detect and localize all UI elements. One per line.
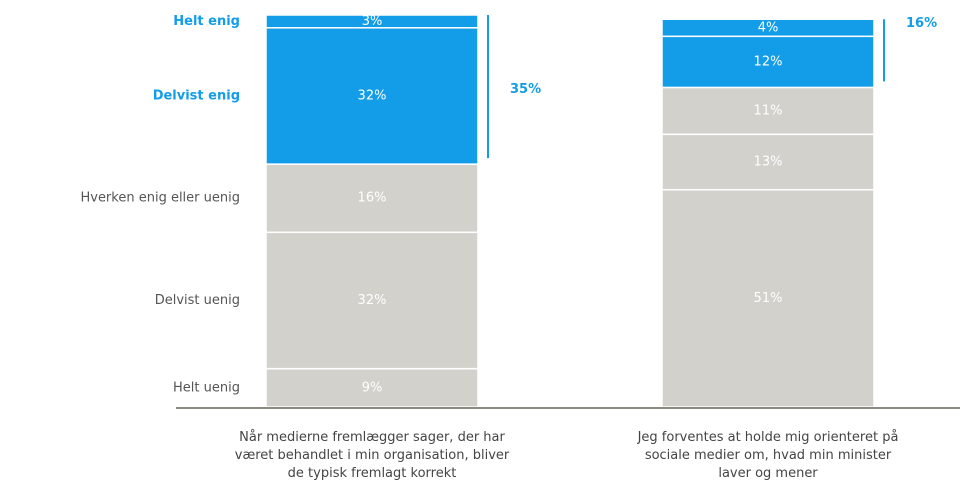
bar-segment — [661, 18, 875, 38]
bar-segment — [265, 27, 479, 165]
legend-label: Helt enig — [173, 14, 240, 29]
bar-segment — [265, 14, 479, 29]
bar-segment — [265, 367, 479, 408]
bar-segment — [661, 133, 875, 191]
segment-label: 13% — [754, 155, 783, 170]
segment-label: 9% — [362, 380, 383, 395]
bar-segment — [265, 231, 479, 370]
legend-label: Helt uenig — [173, 380, 240, 395]
segment-label: 11% — [754, 103, 783, 118]
segment-label: 32% — [358, 88, 387, 103]
legend-label: Delvist enig — [153, 88, 240, 103]
segment-label: 16% — [358, 191, 387, 206]
category-label: Jeg forventes at holde mig orienteret på… — [637, 430, 899, 481]
agree-total: 16% — [906, 16, 937, 31]
segment-label: 4% — [758, 20, 779, 35]
segment-label: 32% — [358, 293, 387, 308]
category-label: Når medierne fremlægger sager, der har væ… — [235, 430, 510, 481]
bar-segment — [661, 86, 875, 136]
agree-total: 35% — [510, 82, 541, 97]
segment-label: 12% — [754, 54, 783, 69]
bar-segment — [661, 188, 875, 408]
segment-label: 3% — [362, 14, 383, 29]
segment-label: 51% — [754, 291, 783, 306]
bar-segment — [661, 35, 875, 89]
legend-label: Delvist uenig — [155, 293, 240, 308]
legend-label: Hverken enig eller uenig — [80, 191, 240, 206]
